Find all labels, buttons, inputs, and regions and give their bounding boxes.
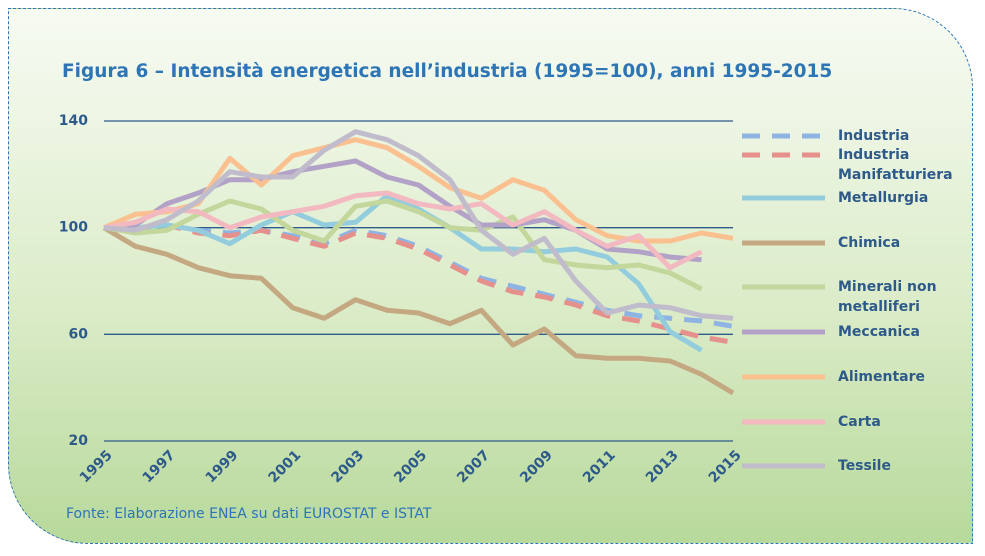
legend-label: Minerali non metalliferi	[838, 279, 937, 315]
legend-label: Industria Manifatturiera	[838, 147, 953, 183]
x-tick-label: 2005	[391, 447, 430, 486]
x-tick-label: 2001	[265, 447, 304, 486]
x-tick-label: 2009	[517, 447, 556, 486]
chart-title: Figura 6 – Intensità energetica nell’ind…	[62, 61, 832, 82]
y-tick-label: 20	[69, 433, 89, 449]
x-tick-label: 2011	[580, 447, 619, 486]
x-tick-label: 1997	[140, 447, 179, 486]
series-line	[103, 190, 703, 271]
y-tick-label: 100	[59, 220, 88, 236]
x-tick-label: 2015	[706, 447, 745, 486]
panel	[8, 8, 973, 544]
x-tick-label: 1995	[77, 447, 116, 486]
x-tick-label: 1999	[203, 447, 242, 486]
series-line	[103, 222, 734, 329]
y-tick-label: 60	[69, 326, 89, 342]
x-tick-label: 2013	[643, 447, 682, 486]
series-line	[103, 129, 734, 321]
legend-label: Carta	[838, 414, 881, 430]
series-line	[102, 225, 735, 396]
legend-label: Chimica	[838, 235, 901, 251]
x-tick-label: 2003	[328, 447, 367, 486]
legend-label: Metallurgia	[838, 190, 929, 206]
legend-label: Meccanica	[838, 324, 920, 340]
x-tick-label: 2007	[454, 447, 493, 486]
legend-label: Industria	[838, 128, 910, 144]
series-line	[104, 193, 703, 353]
y-tick-label: 140	[59, 113, 88, 129]
source-note: Fonte: Elaborazione ENEA su dati EUROSTA…	[66, 506, 432, 522]
legend-label: Tessile	[838, 458, 891, 474]
legend-label: Alimentare	[838, 369, 926, 385]
